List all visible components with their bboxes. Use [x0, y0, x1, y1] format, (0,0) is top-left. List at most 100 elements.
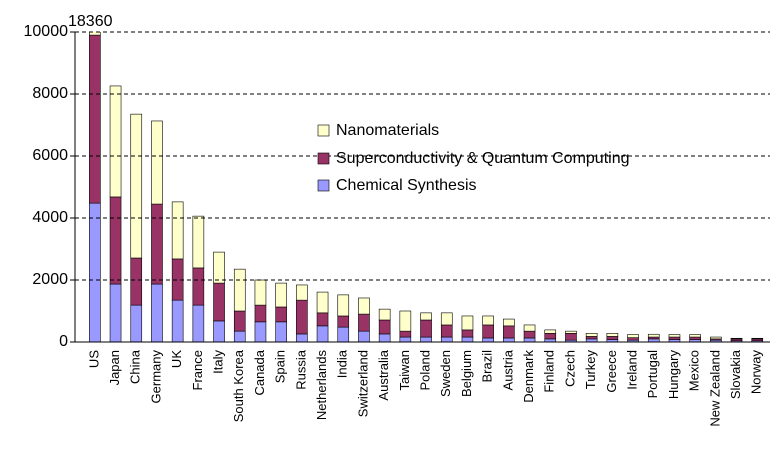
x-tick-label: Netherlands: [314, 350, 329, 421]
bar-segment: [585, 336, 598, 340]
legend-swatch: [317, 124, 330, 137]
bar-segment: [544, 329, 557, 334]
x-tick-label: Ireland: [624, 350, 639, 390]
bar-segment: [337, 326, 350, 343]
y-tick-label: 4000: [32, 209, 68, 226]
bar-segment: [254, 304, 267, 323]
bar-segment: [420, 336, 432, 343]
bar-segment: [192, 267, 205, 306]
bar-segment: [689, 336, 701, 340]
bar-segment: [461, 329, 474, 338]
bar-segment: [316, 291, 329, 314]
bar-segment: [109, 85, 122, 198]
x-tick-label: Portugal: [645, 350, 660, 399]
bar-segment: [130, 304, 143, 343]
x-tick-label: New Zealand: [707, 350, 722, 427]
bar-segment: [296, 284, 308, 301]
bar-segment: [233, 268, 246, 312]
x-tick-label: UK: [169, 350, 184, 368]
bar-segment: [523, 330, 536, 339]
bar-segment: [171, 299, 184, 343]
bar-segment: [399, 310, 412, 332]
x-tick-label: Finland: [542, 350, 557, 393]
bar-segment: [378, 333, 391, 343]
x-tick-label: US: [86, 350, 101, 368]
bar-segment: [109, 196, 122, 285]
bar-segment: [565, 333, 577, 341]
bar-segment: [482, 315, 494, 326]
bar-segment: [358, 313, 370, 332]
annotation: 18360: [68, 13, 113, 30]
x-tick-label: Switzerland: [355, 350, 370, 417]
x-tick-label: Italy: [210, 350, 225, 374]
bar-segment: [296, 333, 308, 343]
bar-segment: [668, 334, 681, 338]
bar-segment: [89, 202, 101, 343]
x-tick-label: Japan: [107, 350, 122, 385]
x-tick-label: India: [335, 349, 350, 378]
legend-swatch: [317, 152, 330, 165]
x-tick-label: Denmark: [521, 350, 536, 403]
bar-segment: [730, 337, 743, 340]
x-tick-label: Russia: [293, 349, 308, 390]
bar-segment: [337, 294, 350, 317]
x-tick-label: China: [128, 349, 143, 384]
bar-segment: [358, 297, 370, 315]
bar-segment: [461, 315, 474, 331]
bar-segment: [213, 282, 225, 322]
bar-segment: [316, 325, 329, 343]
bar-segment: [606, 333, 619, 337]
bar-segment: [192, 215, 205, 269]
legend-label: Chemical Synthesis: [336, 177, 477, 194]
x-tick-label: Belgium: [459, 350, 474, 397]
x-tick-label: Greece: [604, 350, 619, 393]
bar-segment: [254, 321, 267, 343]
bar-segment: [544, 333, 557, 340]
bar-segment: [482, 337, 494, 343]
y-tick-label: 6000: [32, 147, 68, 164]
bar-segment: [254, 279, 267, 306]
bar-segment: [275, 282, 287, 308]
bar-segment: [440, 324, 453, 338]
bar-segment: [378, 308, 391, 321]
plot-area: [89, 32, 764, 343]
bar-segment: [151, 203, 163, 285]
bar-segment: [565, 330, 577, 334]
bar-segment: [130, 113, 143, 259]
x-tick-label: Brazil: [480, 350, 495, 383]
bar-segment: [461, 336, 474, 343]
y-tick-label: 0: [59, 333, 68, 350]
legend-label: Superconductivity & Quantum Computing: [336, 150, 629, 167]
bar-segment: [130, 257, 143, 306]
bar-segment: [482, 324, 494, 339]
bar-segment: [523, 337, 536, 343]
bar-segment: [585, 333, 598, 337]
legend-label: Nanomaterials: [336, 122, 439, 139]
bar-segment: [440, 336, 453, 343]
bar-segment: [627, 334, 639, 338]
bar-segment: [627, 337, 639, 341]
bar-segment: [89, 34, 101, 204]
bar-segment: [420, 319, 432, 338]
bar-segment: [710, 336, 722, 340]
bar-segment: [151, 120, 163, 205]
x-tick-label: South Korea: [231, 349, 246, 422]
bar-segment: [233, 310, 246, 332]
bar-segment: [523, 324, 536, 332]
bar-segment: [751, 337, 764, 340]
bar-segment: [378, 319, 391, 335]
bar-segment: [109, 283, 122, 343]
x-tick-label: Australia: [376, 349, 391, 400]
x-tick-label: Spain: [273, 350, 288, 383]
bar-segment: [399, 330, 412, 338]
bar-segment: [420, 312, 432, 321]
bar-segment: [233, 330, 246, 343]
x-tick-label: Germany: [148, 350, 163, 404]
bar-segment: [337, 315, 350, 328]
x-tick-label: Turkey: [583, 350, 598, 390]
bar-segment: [358, 330, 370, 343]
bar-segment: [647, 333, 660, 338]
bar-segment: [192, 304, 205, 343]
y-tick-label: 8000: [32, 85, 68, 102]
